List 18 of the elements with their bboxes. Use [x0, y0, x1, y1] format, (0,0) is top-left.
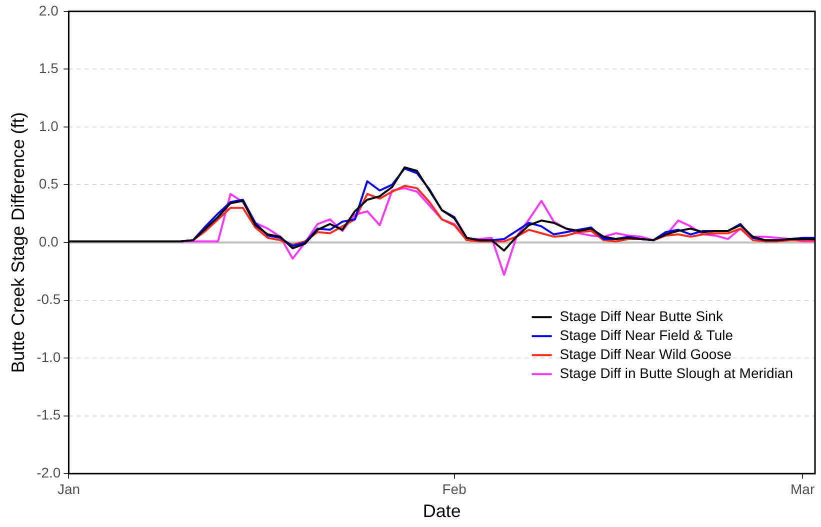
x-tick-label: Jan — [57, 480, 80, 497]
legend-label: Stage Diff Near Wild Goose — [560, 346, 732, 362]
x-tick-label: Feb — [442, 480, 467, 497]
y-tick-label: -1.5 — [36, 406, 61, 423]
legend-label: Stage Diff in Butte Slough at Meridian — [560, 364, 794, 381]
y-tick-label: 0.5 — [38, 176, 59, 192]
y-tick-label: 0.0 — [38, 233, 59, 250]
legend-label: Stage Diff Near Field & Tule — [560, 326, 734, 343]
y-tick-label: 1.0 — [38, 118, 59, 134]
y-tick-label: -1.0 — [36, 348, 61, 365]
legend-label: Stage Diff Near Butte Sink — [560, 308, 724, 324]
y-tick-label: -2.0 — [36, 464, 61, 480]
y-tick-label: 1.5 — [38, 60, 59, 76]
y-axis-title: Butte Creek Stage Difference (ft) — [8, 112, 28, 373]
y-tick-label: 2.0 — [38, 2, 59, 18]
y-tick-label: -0.5 — [36, 291, 61, 308]
x-tick-label: Mar — [790, 480, 815, 497]
x-axis-title: Date — [422, 501, 461, 522]
